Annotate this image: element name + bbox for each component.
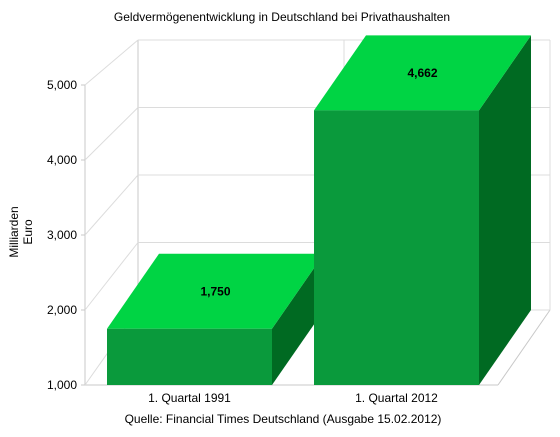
bar-front-face — [314, 110, 479, 385]
bar-1 — [107, 253, 324, 385]
gridline-side — [84, 174, 139, 236]
bar-value-label: 1,750 — [200, 284, 230, 298]
x-tick-label: 1. Quartal 1991 — [148, 391, 231, 405]
bar-front-face — [107, 328, 272, 385]
labels-layer: Geldvermögenentwicklung in Deutschland b… — [7, 10, 450, 426]
bar-top-face — [107, 253, 324, 329]
y-tick-label: 1,000 — [47, 378, 77, 392]
bar-2 — [314, 35, 531, 385]
y-tick-label: 5,000 — [47, 78, 77, 92]
gridline-side — [84, 242, 139, 311]
bar-side-face — [272, 253, 324, 385]
bar-side-face — [479, 35, 531, 385]
x-tick-label: 1. Quartal 2012 — [355, 391, 438, 405]
bar-top-face — [314, 35, 531, 111]
gridline-side — [84, 39, 139, 86]
chart-caption: Quelle: Financial Times Deutschland (Aus… — [125, 412, 442, 426]
floor-right-edge — [497, 309, 551, 386]
gridline-side — [84, 107, 139, 161]
bar-value-label: 4,662 — [407, 66, 437, 80]
y-tick-label: 2,000 — [47, 303, 77, 317]
y-axis-label-line-2: Euro — [21, 219, 35, 245]
y-axis-label-line-1: Milliarden — [7, 206, 21, 257]
chart-title: Geldvermögenentwicklung in Deutschland b… — [114, 10, 450, 24]
y-tick-label: 4,000 — [47, 153, 77, 167]
bars-layer — [107, 35, 531, 385]
y-tick-label: 3,000 — [47, 228, 77, 242]
